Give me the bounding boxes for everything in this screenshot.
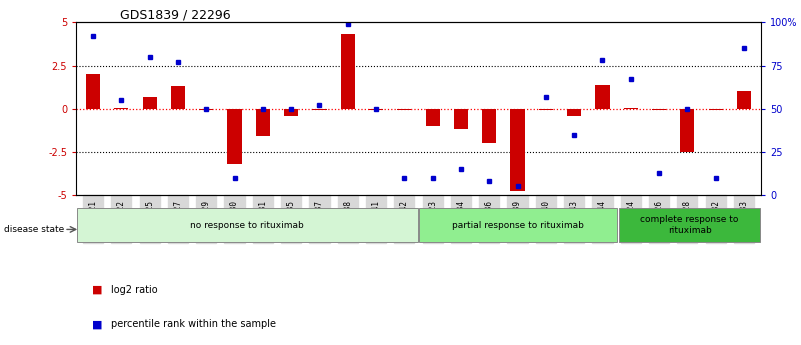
Bar: [680, 109, 694, 152]
Bar: [143, 97, 157, 109]
Bar: [86, 74, 100, 109]
Bar: [482, 109, 497, 143]
FancyBboxPatch shape: [77, 208, 417, 242]
Bar: [115, 108, 128, 109]
Bar: [454, 109, 468, 129]
Bar: [340, 34, 355, 109]
Text: GDS1839 / 22296: GDS1839 / 22296: [120, 9, 231, 22]
Bar: [737, 91, 751, 109]
Bar: [510, 109, 525, 191]
Text: log2 ratio: log2 ratio: [111, 285, 157, 295]
Text: complete response to
rituximab: complete response to rituximab: [641, 215, 739, 235]
Bar: [624, 108, 638, 109]
Text: ■: ■: [92, 319, 103, 329]
Bar: [595, 85, 610, 109]
Bar: [567, 109, 582, 116]
Text: percentile rank within the sample: percentile rank within the sample: [111, 319, 276, 329]
Bar: [425, 109, 440, 126]
Bar: [171, 86, 185, 109]
FancyBboxPatch shape: [420, 208, 618, 242]
Bar: [227, 109, 242, 164]
Bar: [284, 109, 298, 116]
FancyBboxPatch shape: [619, 208, 760, 242]
Bar: [256, 109, 270, 136]
Text: disease state: disease state: [4, 225, 64, 234]
Text: no response to rituximab: no response to rituximab: [191, 220, 304, 230]
Text: ■: ■: [92, 285, 103, 295]
Text: partial response to rituximab: partial response to rituximab: [453, 220, 585, 230]
